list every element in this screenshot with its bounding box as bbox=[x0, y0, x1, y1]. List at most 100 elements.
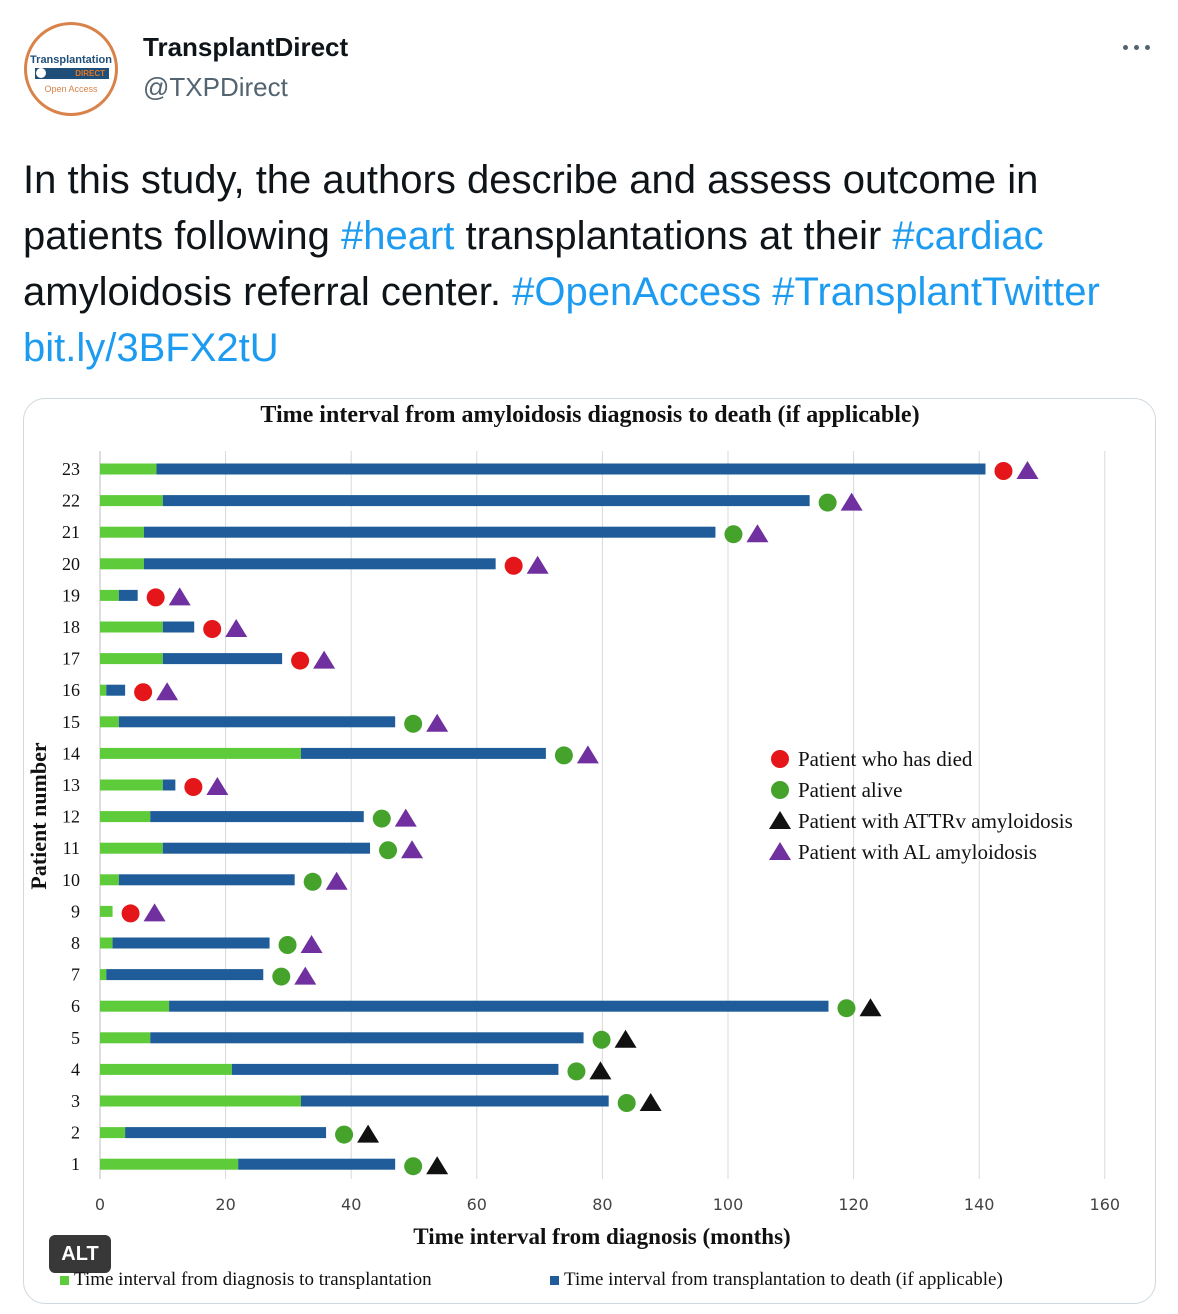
marker-alive bbox=[278, 936, 297, 954]
x-tick-label: 100 bbox=[713, 1195, 744, 1214]
y-tick-label: 18 bbox=[62, 617, 80, 637]
y-tick-label: 8 bbox=[71, 933, 80, 953]
y-tick-label: 12 bbox=[62, 807, 80, 827]
marker-died bbox=[121, 904, 140, 923]
x-tick-label: 60 bbox=[467, 1195, 487, 1214]
more-options-icon[interactable] bbox=[1118, 32, 1158, 62]
dot bbox=[1123, 45, 1128, 50]
bar-transplant-to-death bbox=[150, 811, 364, 823]
bar-transplant-to-death bbox=[162, 621, 195, 633]
y-tick-label: 20 bbox=[62, 554, 80, 574]
y-tick-label: 10 bbox=[62, 870, 80, 890]
legend-label-pre: Time interval from diagnosis to transpla… bbox=[74, 1269, 432, 1290]
marker-al bbox=[401, 840, 424, 859]
marker-alive bbox=[724, 525, 743, 544]
legend-marker-circle bbox=[771, 750, 789, 768]
legend-swatch-post bbox=[550, 1276, 559, 1285]
tweet-text-segment bbox=[761, 270, 772, 314]
marker-attrv bbox=[859, 998, 882, 1017]
marker-al bbox=[294, 966, 317, 985]
marker-alive bbox=[372, 809, 391, 828]
alt-badge[interactable]: ALT bbox=[49, 1235, 111, 1273]
svg-text:DIRECT: DIRECT bbox=[75, 69, 105, 78]
hashtag-link[interactable]: #heart bbox=[340, 214, 455, 258]
display-name[interactable]: TransplantDirect bbox=[143, 32, 349, 62]
marker-al bbox=[394, 808, 417, 827]
x-tick-label: 0 bbox=[95, 1195, 105, 1214]
y-axis-label: Patient number bbox=[26, 742, 51, 890]
bar-transplant-to-death bbox=[125, 1127, 327, 1139]
chart: Time interval from amyloidosis diagnosis… bbox=[26, 402, 1120, 1290]
legend-marker-triangle bbox=[769, 842, 791, 860]
y-tick-label: 13 bbox=[62, 775, 80, 795]
y-tick-label: 15 bbox=[62, 712, 80, 732]
bar-transplant-to-death bbox=[150, 1032, 584, 1044]
marker-alive bbox=[592, 1030, 611, 1049]
bar-transplant-to-death bbox=[106, 684, 126, 696]
marker-attrv bbox=[614, 1029, 637, 1048]
bar-diagnosis-to-transplant bbox=[100, 558, 144, 570]
marker-al bbox=[426, 713, 449, 732]
x-tick-label: 140 bbox=[964, 1195, 995, 1214]
bar-transplant-to-death bbox=[118, 716, 396, 728]
hashtag-link[interactable]: #OpenAccess bbox=[512, 270, 762, 314]
bar-diagnosis-to-transplant bbox=[100, 779, 163, 791]
x-tick-label: 80 bbox=[592, 1195, 612, 1214]
bar-transplant-to-death bbox=[162, 653, 283, 665]
bar-transplant-to-death bbox=[112, 937, 270, 949]
bar-transplant-to-death bbox=[156, 463, 986, 475]
marker-al bbox=[746, 524, 769, 543]
bar-diagnosis-to-transplant bbox=[100, 1000, 170, 1012]
avatar[interactable]: Transplantation DIRECT Open Access bbox=[24, 22, 118, 116]
marker-attrv bbox=[589, 1061, 612, 1080]
marker-attrv bbox=[639, 1093, 662, 1111]
x-tick-label: 20 bbox=[215, 1195, 235, 1214]
account-handle[interactable]: @TXPDirect bbox=[143, 72, 288, 102]
svg-text:Transplantation: Transplantation bbox=[30, 54, 112, 66]
legend-label: Patient alive bbox=[798, 778, 902, 802]
marker-died bbox=[134, 683, 153, 702]
marker-al bbox=[143, 903, 166, 922]
legend-label: Patient with AL amyloidosis bbox=[798, 840, 1037, 864]
marker-died bbox=[203, 620, 222, 638]
bar-diagnosis-to-transplant bbox=[100, 589, 119, 601]
marker-al bbox=[840, 492, 863, 511]
bar-diagnosis-to-transplant bbox=[100, 1063, 232, 1075]
dot bbox=[1145, 45, 1150, 50]
bar-diagnosis-to-transplant bbox=[100, 811, 151, 823]
marker-al bbox=[1016, 461, 1039, 479]
bar-transplant-to-death bbox=[169, 1000, 829, 1012]
bar-transplant-to-death bbox=[143, 526, 716, 538]
transplantation-direct-logo: Transplantation DIRECT Open Access bbox=[30, 54, 112, 94]
marker-al bbox=[156, 682, 179, 701]
y-tick-label: 4 bbox=[71, 1059, 80, 1079]
bar-diagnosis-to-transplant bbox=[100, 463, 157, 475]
marker-alive bbox=[567, 1062, 586, 1081]
marker-died bbox=[994, 462, 1013, 480]
bar-transplant-to-death bbox=[162, 495, 810, 507]
bar-diagnosis-to-transplant bbox=[100, 1127, 126, 1139]
hashtag-link[interactable]: #TransplantTwitter bbox=[772, 270, 1100, 314]
y-tick-label: 23 bbox=[62, 459, 80, 479]
marker-al bbox=[168, 587, 191, 606]
hashtag-link[interactable]: #cardiac bbox=[892, 214, 1044, 258]
bar-diagnosis-to-transplant bbox=[100, 874, 119, 886]
bar-transplant-to-death bbox=[162, 842, 371, 854]
bar-diagnosis-to-transplant bbox=[100, 653, 163, 665]
bar-transplant-to-death bbox=[118, 874, 295, 886]
marker-al bbox=[300, 935, 323, 953]
marker-al bbox=[576, 745, 599, 764]
url-link[interactable]: bit.ly/3BFX2tU bbox=[23, 326, 279, 370]
bar-diagnosis-to-transplant bbox=[100, 842, 163, 854]
bar-transplant-to-death bbox=[118, 589, 138, 601]
marker-alive bbox=[404, 714, 423, 733]
tweet-media-chart[interactable]: Time interval from amyloidosis diagnosis… bbox=[23, 398, 1156, 1304]
bar-diagnosis-to-transplant bbox=[100, 937, 113, 949]
bar-diagnosis-to-transplant bbox=[100, 905, 113, 917]
marker-al bbox=[325, 871, 348, 890]
y-tick-label: 5 bbox=[71, 1028, 80, 1048]
marker-alive bbox=[303, 872, 322, 891]
y-tick-label: 16 bbox=[62, 680, 80, 700]
y-tick-label: 3 bbox=[71, 1091, 80, 1111]
y-tick-label: 22 bbox=[62, 491, 80, 511]
